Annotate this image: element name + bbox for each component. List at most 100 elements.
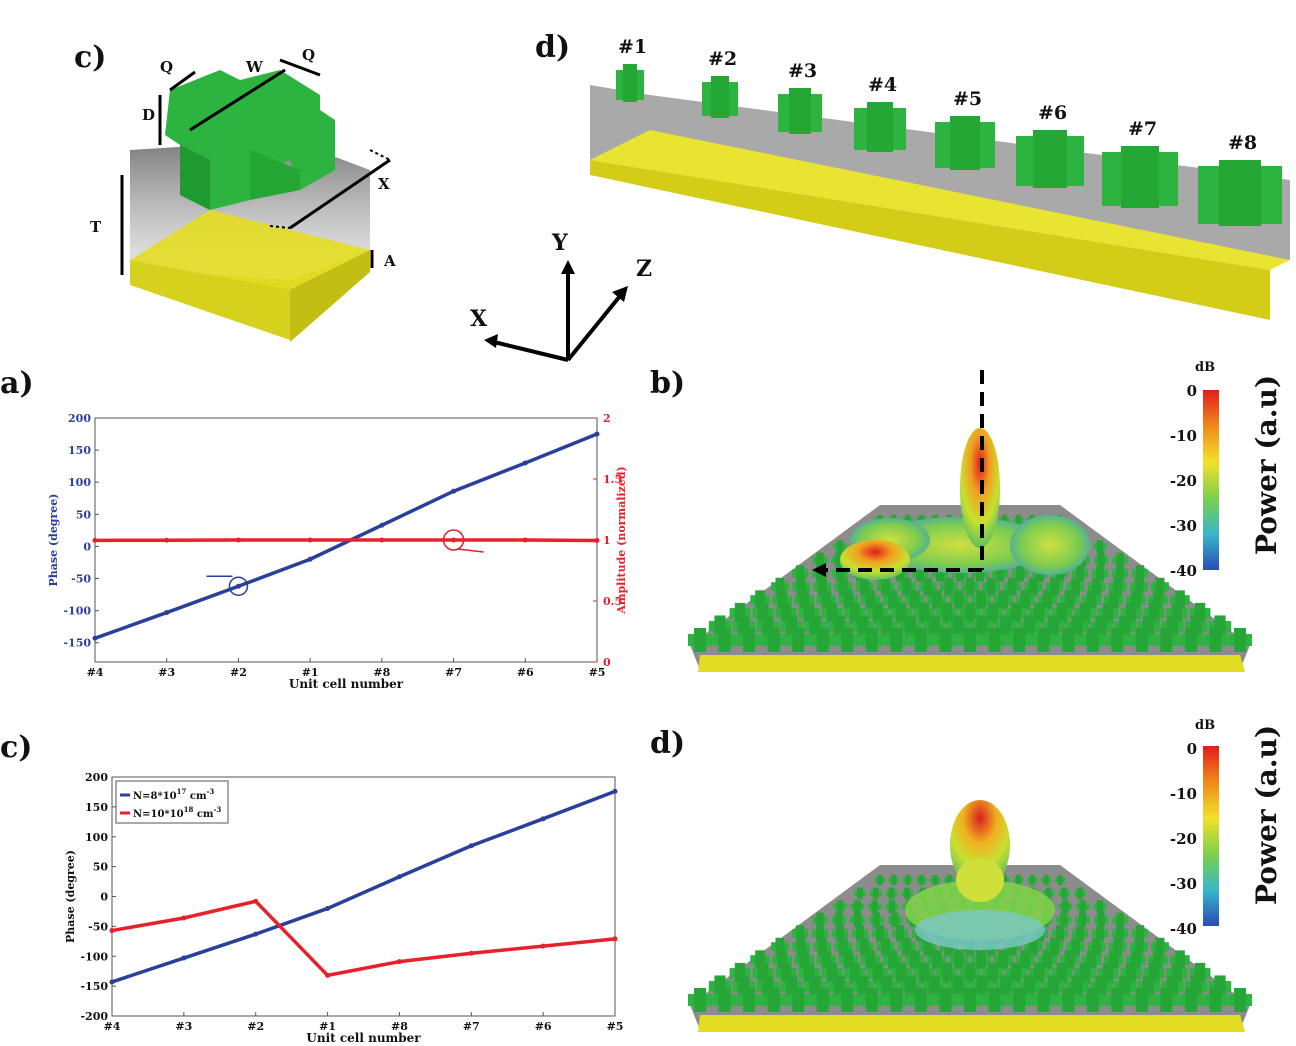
resonator <box>918 962 930 984</box>
resonator <box>855 925 865 942</box>
y2-axis-title: Amplitude (normalized) <box>615 466 628 614</box>
x-axis-title: Unit cell number <box>289 677 404 691</box>
farfield-pattern-steered <box>688 370 1252 672</box>
resonator <box>757 602 769 624</box>
resonator <box>1042 950 1053 970</box>
axis-x-label: X <box>470 306 488 332</box>
resonator <box>887 590 898 610</box>
x-tick-label: #5 <box>607 1020 624 1033</box>
data-point <box>522 460 528 466</box>
resonator <box>954 590 964 610</box>
resonator <box>1023 975 1036 998</box>
resonator <box>738 615 750 638</box>
resonator <box>1071 975 1083 998</box>
resonator <box>1071 937 1080 956</box>
resonator <box>1194 962 1206 984</box>
resonator <box>1214 615 1226 638</box>
resonator <box>809 615 821 638</box>
y2-tick-label: 0 <box>603 656 611 669</box>
resonator <box>1102 602 1114 624</box>
colorbar-unit: dB <box>1195 718 1216 733</box>
resonator <box>888 900 896 914</box>
resonator <box>1028 937 1038 956</box>
x-tick-label: #8 <box>391 1020 408 1033</box>
colorbar-tick: -10 <box>1169 785 1197 803</box>
resonator <box>915 565 925 582</box>
resonator <box>1113 577 1123 596</box>
resonator <box>865 590 876 610</box>
resonator <box>1033 962 1045 984</box>
resonator <box>1096 540 1104 554</box>
x-tick-label: #1 <box>302 666 319 679</box>
resonator <box>1160 988 1173 1012</box>
resonator <box>1062 900 1069 914</box>
colorbar-tick: -20 <box>1169 472 1197 490</box>
resonator <box>1148 962 1160 984</box>
phase-amplitude-chart: 200 150 100 50 0 -50 -100 -150 #4 #3 #2 #1 #8 #7 #6 #5 U… <box>47 412 628 691</box>
data-point <box>164 537 170 543</box>
colorbar-unit: dB <box>1195 360 1216 375</box>
resonator <box>1184 988 1197 1012</box>
dim-q2-arrow <box>279 58 321 77</box>
gold-layer-side <box>290 250 370 342</box>
y-tick-label: 0 <box>83 540 91 553</box>
resonator <box>815 925 825 942</box>
resonator <box>865 950 876 970</box>
resonator <box>1029 875 1035 885</box>
resonator <box>939 988 952 1012</box>
resonator <box>714 615 726 638</box>
resonator <box>1190 975 1202 998</box>
resonator <box>1160 628 1173 652</box>
resonator <box>1095 975 1107 998</box>
y-tick-label: -150 <box>63 637 91 650</box>
resonator <box>1116 552 1124 568</box>
resonator <box>928 975 940 998</box>
resonator <box>1013 988 1026 1012</box>
resonator <box>718 988 731 1012</box>
series-line <box>111 899 616 978</box>
resonator <box>734 602 746 624</box>
resonator <box>835 925 845 942</box>
z-arrowhead <box>612 286 628 302</box>
resonator <box>964 988 976 1012</box>
resonator-arm <box>623 64 637 102</box>
data-point <box>109 979 115 985</box>
resonator <box>986 577 996 596</box>
x-tick-label: #1 <box>319 1020 336 1033</box>
main-lobe-base <box>956 858 1004 902</box>
colorbar-tick: -40 <box>1169 920 1197 938</box>
resonator <box>1134 577 1144 596</box>
resonator <box>1086 950 1097 970</box>
resonator-arm <box>789 88 811 134</box>
resonator <box>843 590 854 610</box>
panel-label-b: b) <box>650 366 686 401</box>
resonator <box>872 962 884 984</box>
resonator <box>777 590 787 610</box>
resonator <box>995 565 1005 582</box>
data-point <box>540 943 546 949</box>
resonator <box>755 950 765 970</box>
gold-layer-front <box>130 260 290 340</box>
colorbar-tick: 0 <box>1186 382 1197 400</box>
supercell-gold-top <box>590 130 1290 270</box>
resonator <box>909 590 920 610</box>
resonator <box>714 975 726 998</box>
resonator <box>1135 925 1145 942</box>
resonator <box>1062 988 1075 1012</box>
resonator <box>872 887 879 900</box>
data-point <box>235 537 241 543</box>
y2-tick-label: 1.5 <box>603 473 622 486</box>
data-point <box>468 843 474 849</box>
y-tick-label: -50 <box>71 573 91 586</box>
y-axis-title: Phase (degree) <box>47 493 60 586</box>
resonator <box>757 962 769 984</box>
data-point <box>540 816 546 822</box>
resonator <box>932 875 938 885</box>
y-tick-label: 150 <box>85 801 108 814</box>
resonator <box>904 975 917 998</box>
panel-label-d: d) <box>650 726 686 761</box>
resonator <box>785 615 798 638</box>
colorbar-gradient <box>1203 746 1219 926</box>
resonator <box>1023 615 1036 638</box>
resonator <box>1171 602 1183 624</box>
